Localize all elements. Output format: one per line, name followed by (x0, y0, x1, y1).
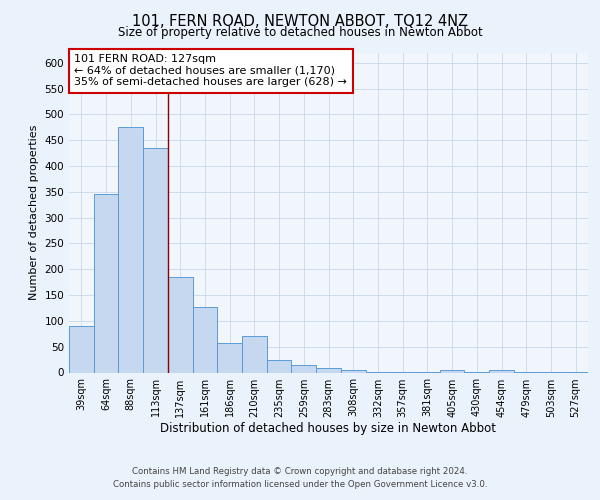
Text: Contains HM Land Registry data © Crown copyright and database right 2024.: Contains HM Land Registry data © Crown c… (132, 467, 468, 476)
Bar (489, 370, 514, 372)
Text: 101, FERN ROAD, NEWTON ABBOT, TQ12 4NZ: 101, FERN ROAD, NEWTON ABBOT, TQ12 4NZ (132, 14, 468, 29)
Bar (94, 194, 118, 372)
Bar (168, 277, 193, 372)
Bar (440, 370, 464, 372)
Y-axis label: Number of detached properties: Number of detached properties (29, 125, 39, 300)
Bar (217, 343, 242, 372)
Bar (341, 370, 365, 372)
Bar (316, 368, 341, 372)
Bar (143, 148, 168, 372)
Text: Size of property relative to detached houses in Newton Abbot: Size of property relative to detached ho… (118, 26, 482, 39)
Bar (193, 307, 217, 372)
Bar (242, 336, 267, 372)
Bar (69, 326, 94, 372)
Bar (118, 128, 143, 372)
Bar (292, 366, 316, 372)
Bar (267, 360, 292, 372)
Text: Contains public sector information licensed under the Open Government Licence v3: Contains public sector information licen… (113, 480, 487, 489)
Text: 101 FERN ROAD: 127sqm
← 64% of detached houses are smaller (1,170)
35% of semi-d: 101 FERN ROAD: 127sqm ← 64% of detached … (74, 54, 347, 88)
X-axis label: Distribution of detached houses by size in Newton Abbot: Distribution of detached houses by size … (161, 422, 497, 436)
